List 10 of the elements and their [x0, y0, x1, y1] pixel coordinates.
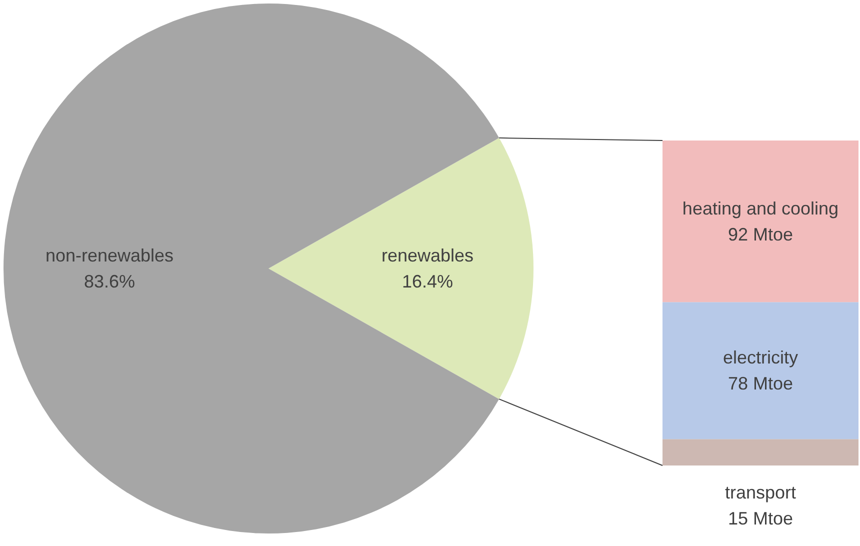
slice-label: renewables — [381, 246, 474, 266]
slice-label: non-renewables — [45, 246, 174, 266]
series-label: transport — [724, 482, 796, 502]
data-label: 83.6% — [84, 272, 136, 292]
series-label: heating and cooling — [682, 198, 839, 218]
data-label: 78 Mtoe — [728, 374, 794, 394]
data-label: 15 Mtoe — [728, 508, 794, 528]
series-label: electricity — [722, 348, 798, 368]
data-label: 16.4% — [402, 272, 454, 292]
data-label: 92 Mtoe — [728, 224, 794, 244]
